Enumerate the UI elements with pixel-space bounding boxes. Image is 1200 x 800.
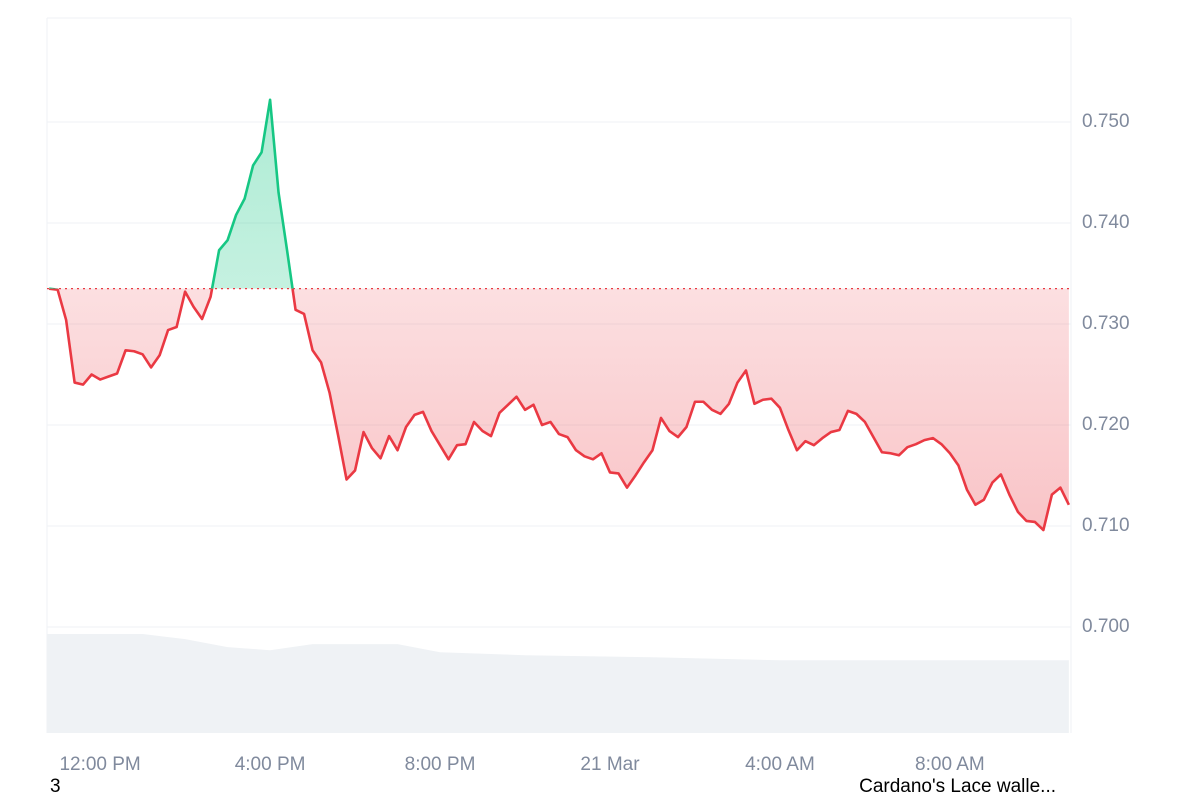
y-tick-label: 0.720 <box>1082 414 1130 435</box>
price-line-down <box>48 288 1071 532</box>
y-tick-label: 0.740 <box>1082 212 1130 233</box>
x-tick-label: 12:00 PM <box>59 754 140 775</box>
x-tick-label: 4:00 PM <box>235 754 306 775</box>
area-down <box>49 288 1069 531</box>
price-line-up <box>49 98 294 289</box>
x-tick-label: 8:00 AM <box>915 754 985 775</box>
x-tick-label: 8:00 PM <box>405 754 476 775</box>
area-up <box>212 99 293 289</box>
y-tick-label: 0.710 <box>1082 515 1130 536</box>
x-tick-label: 21 Mar <box>580 754 640 775</box>
x-tick-label: 4:00 AM <box>745 754 815 775</box>
footer-right: Cardano's Lace walle... <box>859 776 1056 797</box>
footer-left: 3 <box>50 776 61 797</box>
y-tick-label: 0.730 <box>1082 313 1130 334</box>
y-tick-label: 0.750 <box>1082 111 1130 132</box>
volume-area <box>47 634 1069 733</box>
y-tick-label: 0.700 <box>1082 616 1130 637</box>
